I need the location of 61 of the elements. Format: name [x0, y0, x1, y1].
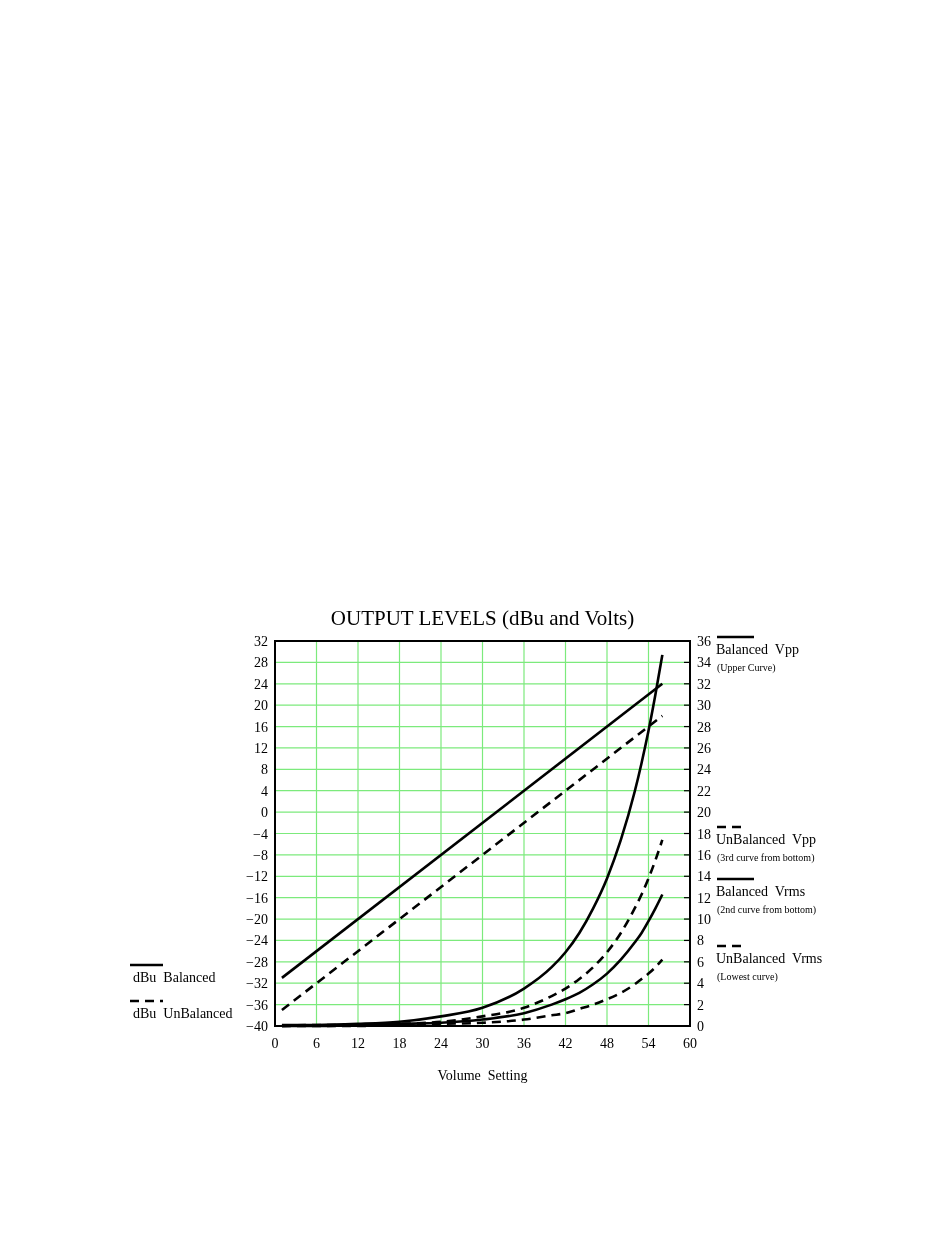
legend-label: UnBalanced Vpp: [716, 832, 817, 847]
y-tick-label: −24: [246, 933, 268, 949]
x-tick-label: 0: [271, 1036, 279, 1051]
text: (3rd curve from bottom): [717, 852, 815, 864]
y-tick-label: 32: [254, 634, 268, 649]
y-tick-label: −20: [246, 912, 268, 928]
y-tick-label: 12: [254, 740, 268, 756]
y-tick-label: 16: [254, 719, 268, 735]
y-tick-label: 28: [254, 655, 268, 671]
x-tick-label: 60: [683, 1036, 697, 1051]
y-tick-label: −16: [246, 890, 268, 906]
text: (Lowest curve): [717, 971, 778, 983]
y2-tick-label: 14: [697, 869, 711, 885]
y-tick-label: −4: [253, 826, 268, 842]
y-tick-label: 0: [261, 805, 268, 821]
y-tick-label: −36: [246, 997, 268, 1013]
x-tick-label: 6: [313, 1036, 320, 1051]
text: (Upper Curve): [717, 662, 776, 674]
y2-tick-label: 6: [697, 954, 704, 970]
legend-label: dBu Balanced: [133, 970, 216, 985]
x-tick-label: 36: [517, 1036, 531, 1051]
y2-tick-label: 18: [697, 826, 711, 842]
y2-tick-label: 36: [697, 634, 711, 649]
y-tick-label: 4: [261, 783, 268, 799]
y2-tick-label: 26: [697, 740, 711, 756]
y-tick-label: 8: [261, 762, 268, 778]
y2-tick-label: 12: [697, 890, 711, 906]
legend-label: dBu UnBalanced: [133, 1006, 233, 1021]
y-tick-label: 24: [254, 676, 268, 692]
y-tick-label: −28: [246, 954, 268, 970]
y-tick-label: 20: [254, 698, 268, 714]
x-axis-title: Volume Setting: [437, 1068, 528, 1083]
y-tick-label: −32: [246, 976, 268, 992]
chart-title: OUTPUT LEVELS (dBu and Volts): [330, 606, 635, 630]
y2-tick-label: 8: [697, 933, 704, 949]
y2-tick-label: 16: [697, 847, 711, 863]
x-tick-label: 18: [392, 1036, 407, 1051]
x-tick-label: 30: [475, 1036, 490, 1051]
y2-tick-label: 4: [697, 976, 704, 992]
y2-tick-label: 28: [697, 719, 711, 735]
y-tick-label: −8: [253, 847, 268, 863]
x-tick-label: 48: [600, 1036, 614, 1051]
legend-label: Balanced Vrms: [716, 884, 806, 899]
legend-label: Balanced Vpp: [716, 642, 799, 657]
y2-tick-label: 0: [697, 1019, 704, 1034]
x-tick-label: 24: [434, 1036, 448, 1051]
y2-tick-label: 2: [697, 997, 704, 1013]
y2-tick-label: 32: [697, 676, 711, 692]
y2-tick-label: 22: [697, 783, 711, 799]
x-tick-label: 12: [351, 1036, 365, 1051]
x-tick-label: 42: [558, 1036, 573, 1051]
y2-tick-label: 30: [697, 698, 711, 714]
x-tick-label: 54: [641, 1036, 656, 1051]
text: (2nd curve from bottom): [717, 904, 817, 916]
y-tick-label: −12: [246, 869, 268, 885]
y2-tick-label: 34: [697, 655, 711, 671]
y2-tick-label: 20: [697, 805, 711, 821]
y-tick-label: −40: [246, 1019, 268, 1034]
y2-tick-label: 10: [697, 912, 711, 928]
legend-label: UnBalanced Vrms: [716, 951, 823, 966]
y2-tick-label: 24: [697, 762, 711, 778]
